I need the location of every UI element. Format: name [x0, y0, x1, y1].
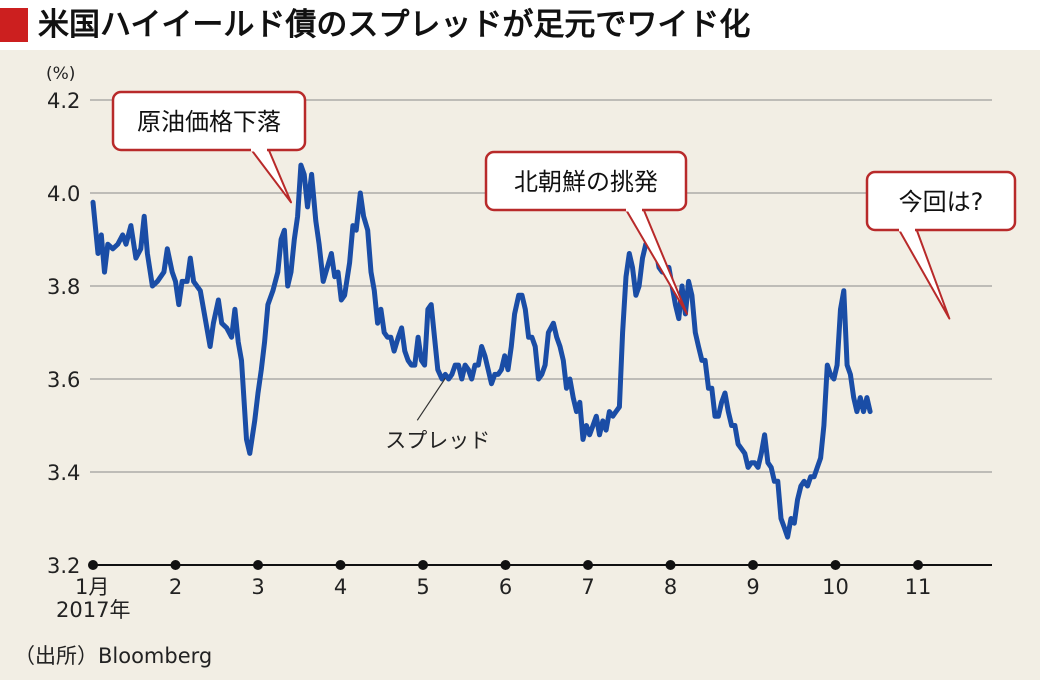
callout-text: 北朝鮮の挑発 — [514, 168, 658, 196]
source-note: （出所）Bloomberg — [14, 644, 213, 668]
callout-box — [484, 150, 688, 212]
x-tick-label: 4 — [334, 575, 347, 599]
chart-title: 米国ハイイールド債のスプレッドが足元でワイド化 — [38, 7, 751, 43]
series-label: スプレッド — [385, 428, 490, 452]
x-axis-dot — [335, 560, 346, 570]
callout-box — [111, 90, 307, 152]
x-axis-dot — [665, 560, 676, 570]
callout-pointer — [897, 227, 951, 320]
x-axis-dot — [748, 560, 758, 570]
x-tick-label: 6 — [499, 575, 512, 599]
x-tick-label: 11 — [905, 575, 932, 599]
callout: 原油価格下落 — [111, 90, 307, 204]
y-tick-label: 4.2 — [47, 89, 80, 113]
x-tick-label: 10 — [822, 575, 849, 599]
y-tick-label: 4.0 — [47, 182, 80, 206]
x-tick-sublabel: 2017年 — [56, 598, 130, 622]
x-axis-dot — [500, 560, 511, 570]
x-tick-label: 2 — [169, 575, 182, 599]
title-accent-block — [0, 8, 28, 42]
callout: 北朝鮮の挑発 — [484, 150, 688, 315]
callout-box — [865, 170, 1017, 232]
y-tick-label: 3.2 — [47, 554, 80, 578]
series-line-spread — [90, 162, 873, 540]
x-tick-label: 9 — [746, 575, 759, 599]
title-bar: 米国ハイイールド債のスプレッドが足元でワイド化 — [0, 0, 1040, 50]
x-tick-label: 1月 — [75, 575, 109, 599]
y-tick-label: 3.4 — [47, 461, 80, 485]
callout-pointer — [249, 147, 292, 204]
x-axis-dot — [913, 560, 923, 570]
x-tick-label: 3 — [251, 575, 264, 599]
x-tick-label: 8 — [664, 575, 677, 599]
callout: 今回は? — [865, 170, 1017, 320]
series-label-leader — [416, 378, 446, 421]
callout-text: 原油価格下落 — [137, 108, 281, 136]
y-tick-label: 3.6 — [47, 368, 80, 392]
x-axis-dot — [583, 560, 593, 570]
x-axis-dot — [88, 560, 98, 570]
y-tick-label: 3.8 — [47, 275, 80, 299]
callout-pointer — [624, 207, 688, 315]
x-axis-dot — [170, 560, 181, 570]
x-axis-dot — [253, 560, 263, 570]
x-axis-dot — [418, 560, 428, 570]
x-axis-dot — [830, 560, 841, 570]
y-unit-label: (%) — [46, 64, 75, 84]
x-tick-label: 5 — [416, 575, 429, 599]
callout-text: 今回は? — [899, 188, 984, 216]
x-tick-label: 7 — [581, 575, 594, 599]
